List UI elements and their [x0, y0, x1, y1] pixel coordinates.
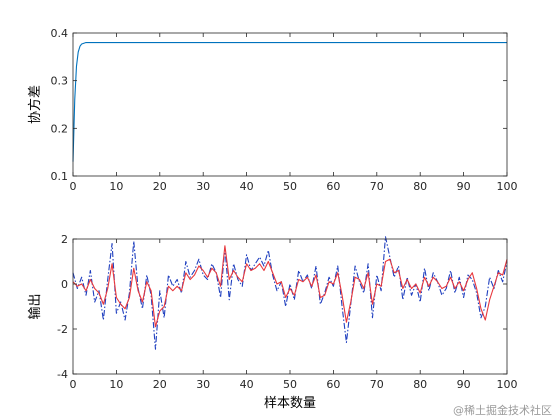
y-tick-label: 0 [61, 278, 68, 291]
x-tick-label: 20 [153, 378, 167, 391]
x-tick-label: 50 [283, 378, 297, 391]
x-tick-label: 10 [109, 180, 123, 193]
y-tick-label: 0.3 [51, 75, 69, 88]
output-plot-ticks: 0 10 20 30 40 50 60 70 80 90 100 -4 -2 0 2 [57, 233, 517, 391]
x-tick-label: 60 [326, 180, 340, 193]
y-tick-label: 0.4 [51, 27, 69, 40]
x-tick-label: 60 [326, 378, 340, 391]
output-x-label: 样本数量 [264, 396, 316, 411]
covariance-plot: 0 10 20 30 40 50 60 70 80 90 100 0.1 0.2 0.3 0.4 协方差 [27, 27, 518, 193]
series-line-0 [72, 236, 508, 350]
x-tick-label: 80 [413, 180, 427, 193]
x-tick-label: 100 [497, 378, 518, 391]
covariance-plot-ticks: 0 10 20 30 40 50 60 70 80 90 100 0.1 0.2 0.3 0.4 [51, 27, 518, 193]
x-tick-label: 10 [109, 378, 123, 391]
x-tick-label: 70 [370, 180, 384, 193]
x-tick-label: 40 [240, 378, 254, 391]
covariance-plot-frame [72, 32, 508, 177]
x-tick-label: 30 [196, 378, 210, 391]
x-tick-label: 50 [283, 180, 297, 193]
output-plot-background [73, 239, 507, 374]
x-tick-label: 70 [370, 378, 384, 391]
covariance-y-label: 协方差 [27, 85, 43, 124]
y-tick-label: -2 [57, 323, 68, 336]
output-plot: 0 10 20 30 40 50 60 70 80 90 100 -4 -2 0 2 输出 样本数量 [27, 233, 518, 411]
covariance-plot-lines [72, 41, 507, 162]
x-tick-label: 20 [153, 180, 167, 193]
output-y-label: 输出 [27, 293, 43, 319]
x-tick-label: 0 [70, 378, 77, 391]
watermark: @稀土掘金技术社区 [451, 402, 554, 418]
x-tick-label: 30 [196, 180, 210, 193]
x-tick-label: 90 [457, 378, 471, 391]
x-tick-label: 40 [240, 180, 254, 193]
output-plot-frame [72, 238, 508, 375]
covariance-plot-background [73, 33, 507, 176]
series-line-1 [72, 245, 508, 328]
y-tick-label: 2 [61, 233, 68, 246]
y-tick-label: 0.1 [51, 170, 69, 183]
x-tick-label: 0 [70, 180, 77, 193]
x-tick-label: 80 [413, 378, 427, 391]
x-tick-label: 90 [457, 180, 471, 193]
x-tick-label: 100 [497, 180, 518, 193]
y-tick-label: -4 [57, 368, 68, 381]
output-plot-lines [72, 236, 508, 350]
y-tick-label: 0.2 [51, 122, 69, 135]
series-line-0 [72, 41, 507, 162]
